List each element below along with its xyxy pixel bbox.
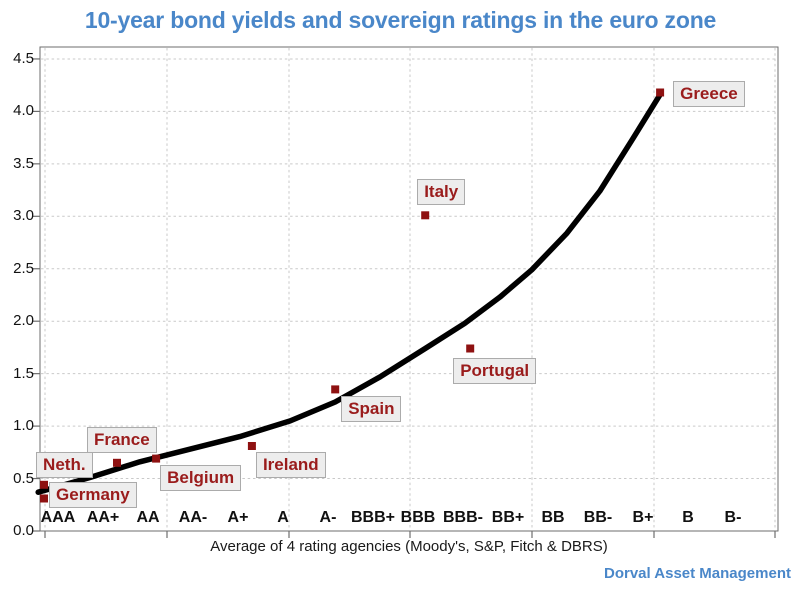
country-label-spain: Spain [341,396,402,423]
x-category-label-BB: BB [541,509,565,526]
x-category-label-A+: A+ [227,509,249,526]
country-label-ireland: Ireland [255,452,326,479]
data-point-germany [40,494,48,503]
x-category-label-BBB-: BBB- [443,509,483,526]
x-category-label-BB+: BB+ [491,509,525,526]
y-tick-label: 3.0 [13,207,34,225]
y-tick-label: 0.5 [13,469,34,487]
data-point-italy [421,211,430,220]
x-category-label-B+: B+ [632,509,654,526]
x-category-label-AA: AA [136,509,160,526]
country-label-netherlands: Neth. [36,451,93,478]
chart-title: 10-year bond yields and sovereign rating… [84,7,717,33]
data-point-france [113,458,121,467]
x-category-label-B: B [682,509,694,526]
y-tick-label: 4.5 [13,49,34,67]
x-category-label-A: A [277,509,289,526]
data-point-spain [331,385,340,394]
x-category-label-A-: A- [319,509,337,526]
axis-ticks [33,58,776,538]
data-points [40,88,665,503]
x-category-label-BBB+: BBB+ [350,509,395,526]
country-label-italy: Italy [417,179,466,206]
y-tick-label: 1.0 [13,417,34,435]
country-label-france: France [86,426,157,453]
x-category-label-AA+: AA+ [86,509,120,526]
x-category-label-BBB: BBB [400,509,436,526]
x-category-label-AAA: AAA [40,509,76,526]
x-category-label-BB-: BB- [583,509,613,526]
country-label-greece: Greece [673,80,745,107]
data-point-ireland [247,442,256,450]
y-tick-label: 2.0 [13,312,34,330]
plot-border [39,46,779,532]
country-label-belgium: Belgium [160,464,242,491]
x-category-label-AA-: AA- [178,509,208,526]
x-axis-title: Average of 4 rating agencies (Moody's, S… [210,538,608,555]
data-point-belgium [152,454,161,463]
y-tick-label: 0.0 [13,522,34,539]
y-tick-label: 4.0 [13,102,34,120]
y-tick-label: 3.5 [13,154,34,172]
country-label-portugal: Portugal [453,358,537,385]
y-tick-label: 2.5 [13,259,34,277]
branding-text: Dorval Asset Management [603,565,791,582]
data-point-netherlands [40,480,48,489]
data-point-greece [656,88,665,97]
country-label-germany: Germany [49,482,137,509]
y-tick-label: 1.5 [13,364,34,382]
gridlines [41,48,777,530]
data-point-portugal [466,344,475,353]
trend-curve [35,91,663,495]
x-category-label-B-: B- [724,509,742,526]
